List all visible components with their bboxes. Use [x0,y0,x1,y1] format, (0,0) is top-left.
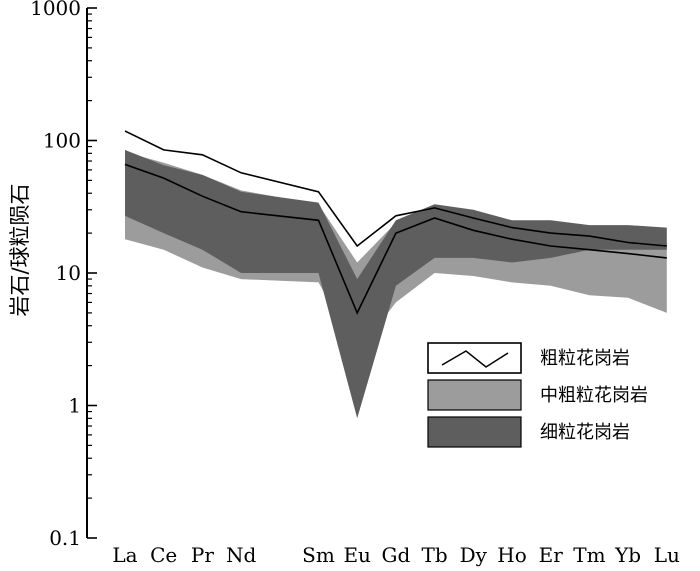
axes-layer [86,7,97,539]
x-tick-label-yb: Yb [614,543,641,567]
x-tick-labels: La Ce Pr Nd Sm Eu Gd Tb Dy Ho Er Tm Yb Lu [112,543,680,567]
x-tick-label-pr: Pr [191,543,214,567]
x-tick-label-nd: Nd [226,543,257,567]
x-tick-label-tm: Tm [573,543,605,567]
x-tick-label-la: La [112,543,137,567]
legend-label-2: 中粗粒花岗岩 [540,385,648,406]
y-tick-label: 1000 [30,0,81,20]
lines-layer [124,130,667,315]
y-tick-label: 1 [68,394,81,418]
y-tick-labels: 0.1 1 10 100 1000 [30,0,81,550]
x-tick-label-lu: Lu [654,543,680,567]
bands-layer [125,149,667,419]
legend-label-1: 粗粒花岗岩 [540,348,630,369]
y-tick-label: 0.1 [49,526,81,550]
x-tick-label-eu: Eu [343,543,371,567]
band-2 [125,149,667,419]
legend-swatch-fine [427,416,522,448]
x-tick-label-ce: Ce [150,543,177,567]
x-tick-label-gd: Gd [382,543,411,567]
y-tick-label: 100 [43,129,81,153]
legend-swatch-medium [427,379,522,411]
x-tick-label-ho: Ho [497,543,526,567]
coarse-granite-upper-line [124,130,667,248]
x-tick-label-sm: Sm [302,543,335,567]
legend-label-3: 细粒花岗岩 [540,422,630,443]
coarse-granite-lower-line [124,163,667,315]
y-tick-label: 10 [56,261,81,285]
x-tick-label-er: Er [539,543,564,567]
legend-line-sample [441,350,509,368]
x-tick-label-dy: Dy [460,543,488,567]
x-tick-label-tb: Tb [422,543,448,567]
y-axis-label: 岩石/球粒陨石 [8,183,32,316]
